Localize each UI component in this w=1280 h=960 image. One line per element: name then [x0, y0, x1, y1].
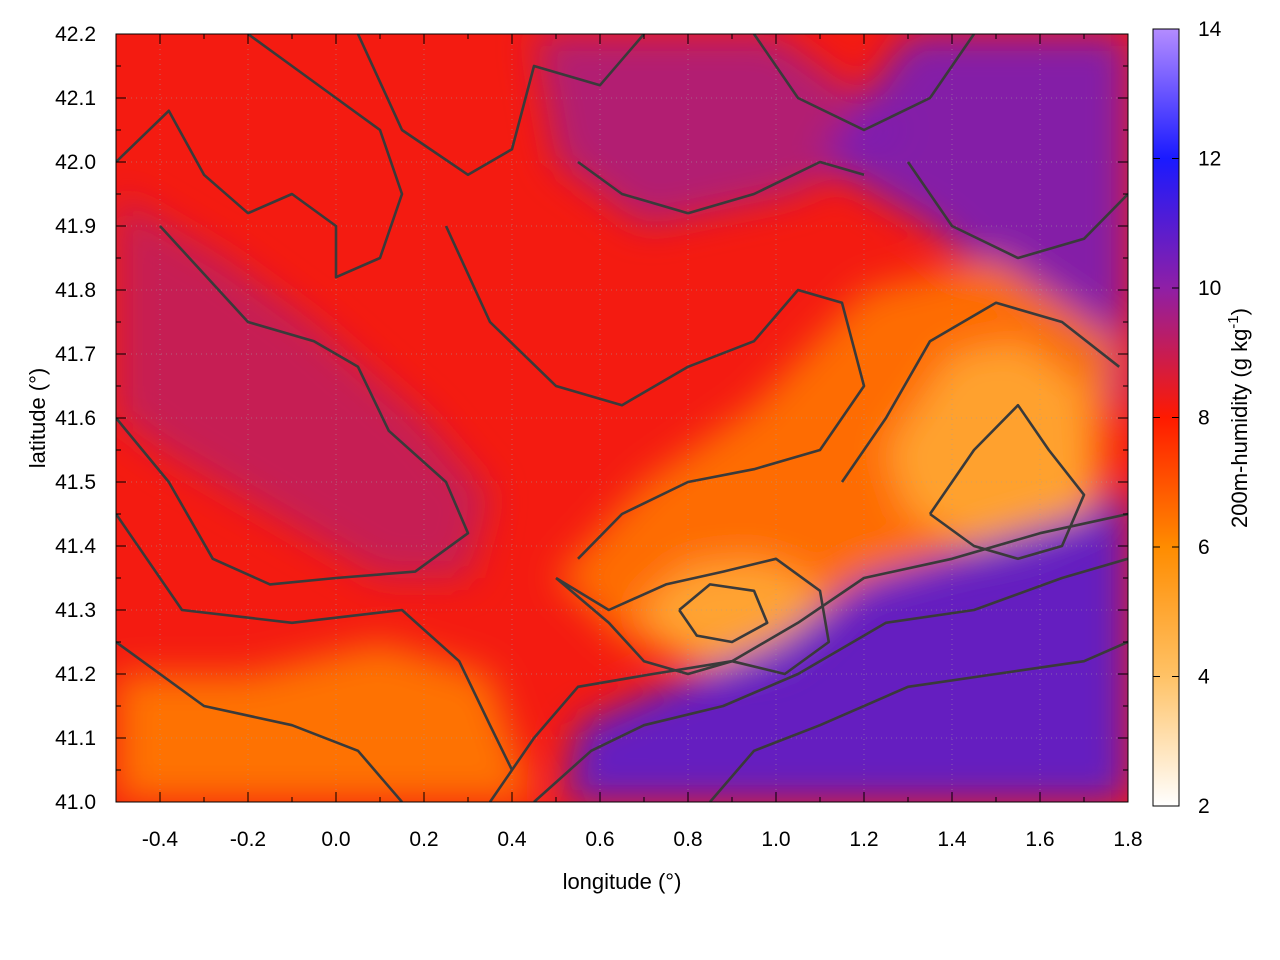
y-axis-ticks: 41.0 41.1 41.2 41.3 41.4 41.5 41.6 41.7 41.8 41.9…: [55, 23, 1128, 814]
y-tick-label: 41.0: [55, 791, 96, 814]
y-tick-label: 41.4: [55, 535, 96, 558]
y-tick-label: 41.9: [55, 215, 96, 238]
heatmap-region-southeast-sea: [564, 482, 1128, 802]
plot-area: [116, 34, 1128, 802]
colorbar-ticks: 2 4 6 8 10 12 14: [1153, 18, 1222, 818]
y-tick-label: 41.8: [55, 279, 96, 302]
y-tick-label: 42.0: [55, 151, 96, 174]
y-tick-label: 41.1: [55, 727, 96, 750]
colorbar-tick-label: 8: [1198, 407, 1210, 430]
x-tick-label: 1.2: [849, 828, 878, 851]
heatmap-region-north-purple: [534, 34, 908, 226]
colorbar-label: 200m-humidity (g kg-1): [1225, 308, 1252, 528]
colorbar-tick-label: 14: [1198, 18, 1222, 41]
contour-line: [116, 225, 470, 586]
contour-line: [928, 403, 1086, 561]
contour-line: [444, 225, 866, 560]
x-tick-label: 0.4: [497, 828, 527, 851]
colorbar-label-main: 200m-humidity (g kg: [1227, 329, 1252, 528]
y-tick-label: 41.7: [55, 343, 96, 366]
y-tick-label: 41.2: [55, 663, 96, 686]
contour-line: [116, 34, 404, 279]
y-tick-label: 41.3: [55, 599, 96, 622]
x-axis-label: longitude (°): [563, 869, 682, 894]
x-tick-label: 0.6: [585, 828, 614, 851]
contour-line: [116, 640, 403, 802]
contour-lines: [116, 34, 1128, 802]
x-tick-label: 0.8: [673, 828, 702, 851]
contour-line: [678, 583, 769, 644]
y-tick-label: 42.1: [55, 87, 96, 110]
colorbar-label-end: ): [1227, 308, 1252, 315]
contour-line: [488, 512, 1128, 802]
x-tick-label: 0.0: [321, 828, 350, 851]
x-tick-label: 1.4: [937, 828, 967, 851]
colorbar-tick-label: 6: [1198, 536, 1210, 559]
colorbar-label-superscript: -1: [1225, 315, 1242, 328]
y-tick-label: 42.2: [55, 23, 96, 46]
y-tick-label: 41.6: [55, 407, 96, 430]
x-tick-label: 1.8: [1113, 828, 1142, 851]
contour-line: [709, 640, 1128, 802]
x-tick-label: -0.2: [230, 828, 266, 851]
x-axis-ticks: -0.4 -0.2 0.0 0.2 0.4 0.6 0.8 1.0 1.2 1.4 1.6 1.8: [115, 34, 1143, 851]
y-axis-label: latitude (°): [25, 368, 50, 469]
contour-line: [906, 161, 1128, 260]
contour-line: [840, 301, 1121, 483]
x-tick-label: 0.2: [409, 828, 438, 851]
contour-line: [555, 557, 831, 676]
colorbar-tick-label: 12: [1198, 148, 1221, 171]
x-tick-label: -0.4: [142, 828, 179, 851]
heatmap-region-southwest-orange: [116, 642, 534, 802]
colorbar-tick-label: 2: [1198, 795, 1210, 818]
contour-line: [116, 513, 514, 771]
contour-line: [533, 557, 1128, 802]
x-tick-label: 1.0: [761, 828, 790, 851]
contour-line: [752, 34, 976, 132]
y-tick-label: 41.5: [55, 471, 96, 494]
colorbar-tick-label: 10: [1198, 277, 1221, 300]
contour-line: [356, 34, 645, 177]
x-tick-label: 1.6: [1025, 828, 1054, 851]
colorbar-tick-label: 4: [1198, 666, 1210, 689]
contour-line: [577, 160, 865, 215]
colorbar: 2 4 6 8 10 12 14 200m-humidity (g kg-1): [1152, 18, 1252, 818]
